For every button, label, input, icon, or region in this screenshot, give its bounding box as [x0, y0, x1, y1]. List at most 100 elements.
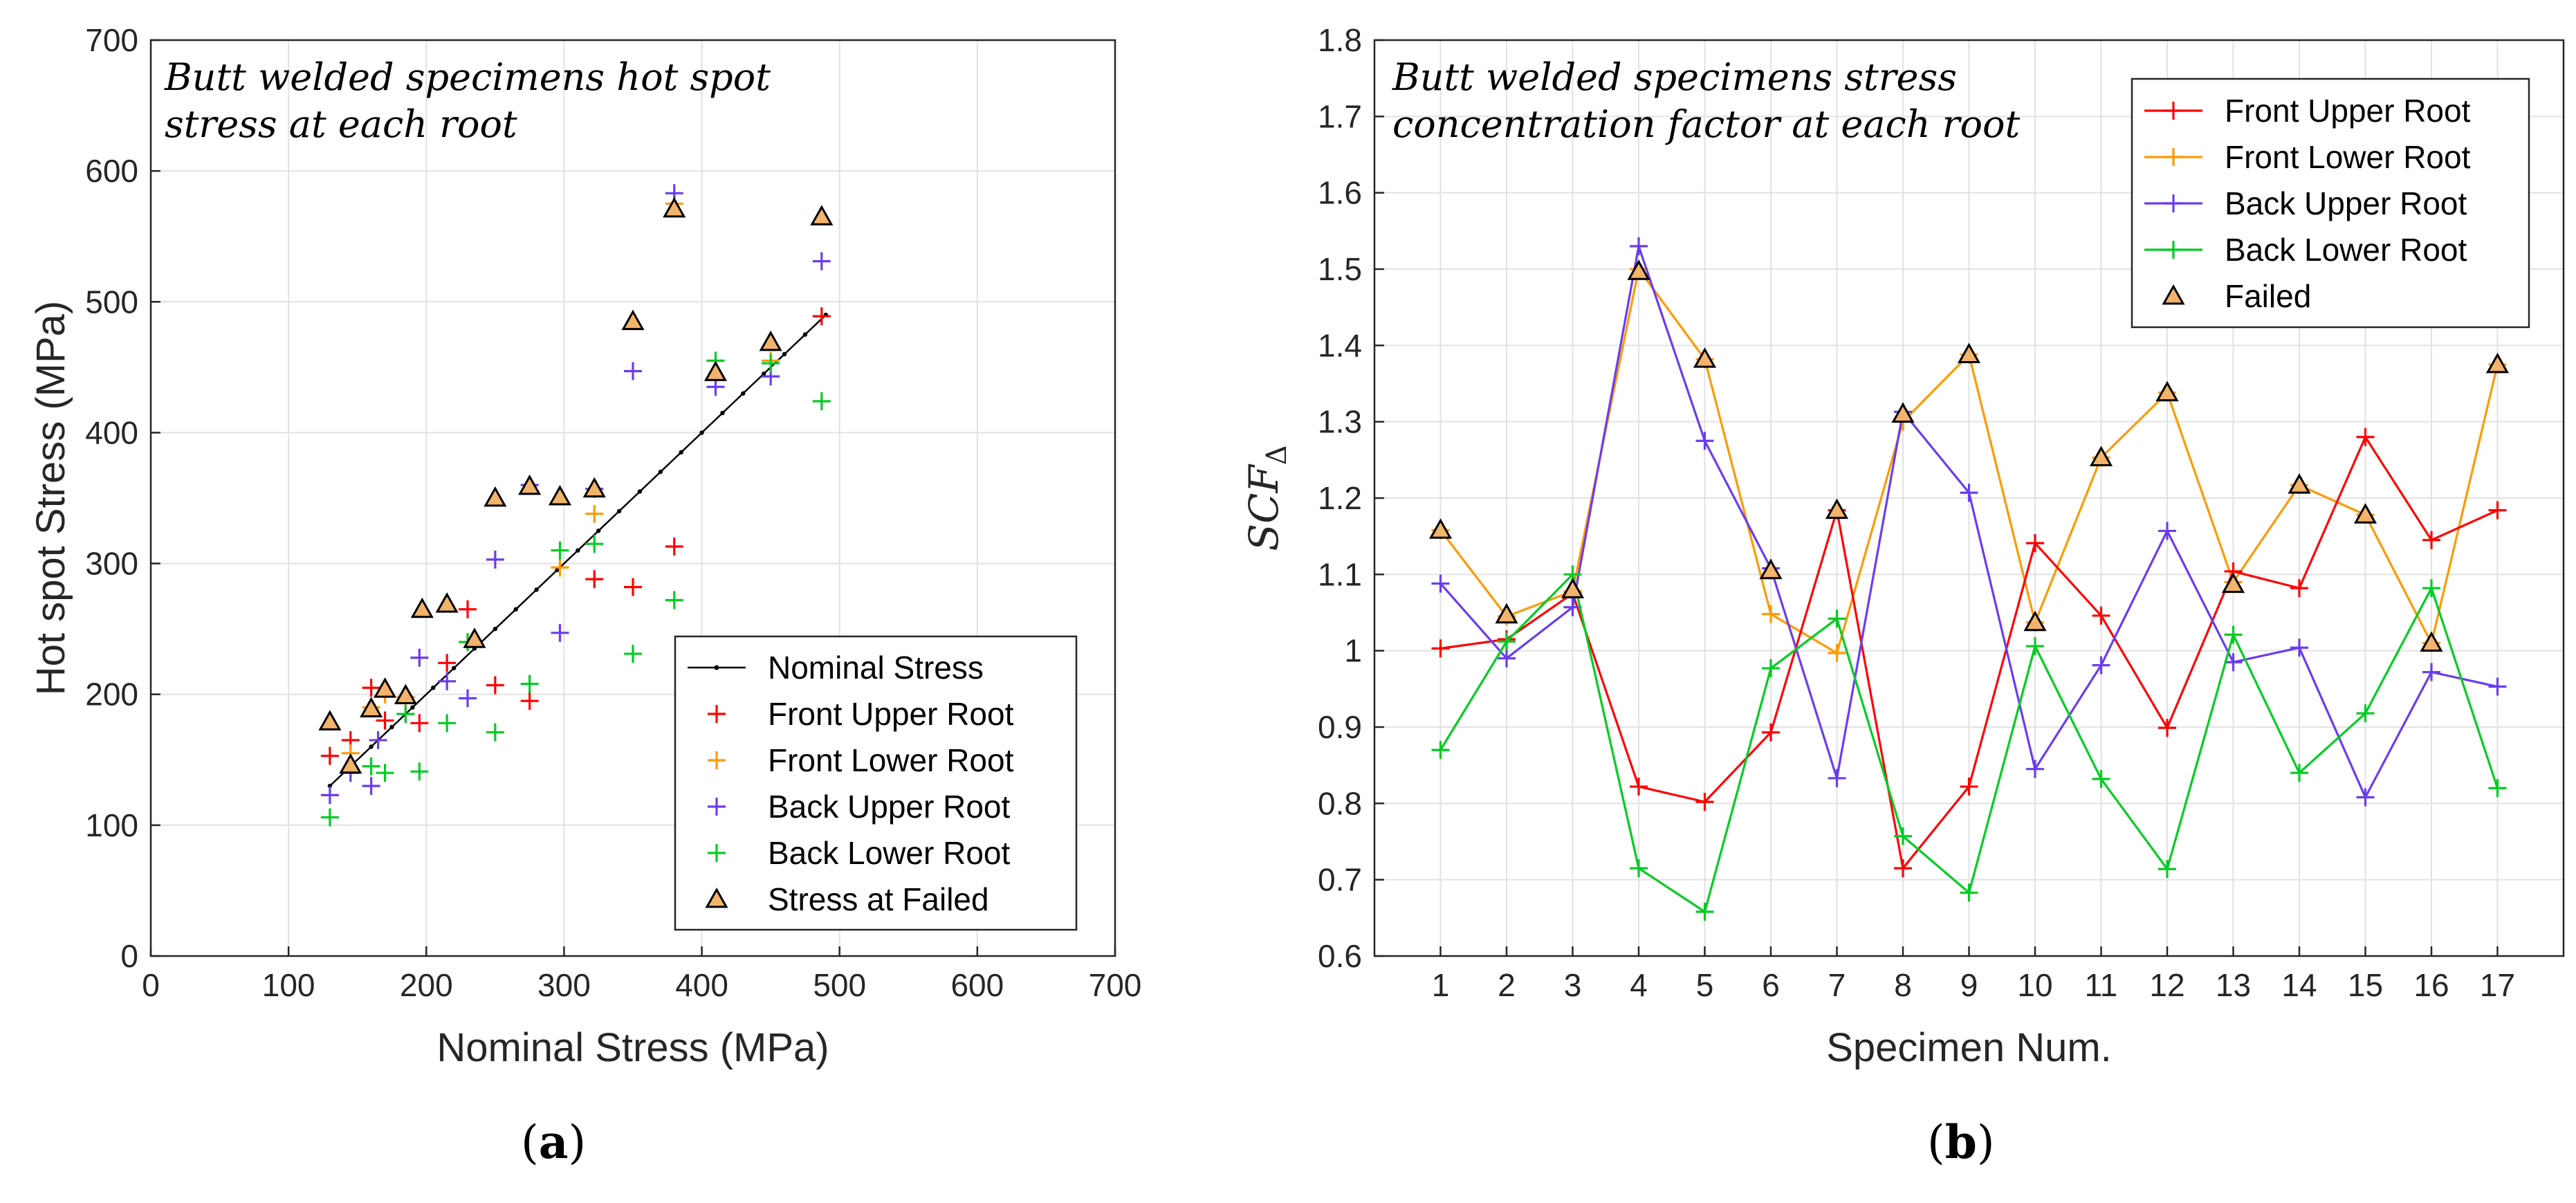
nominal-stress-point [369, 744, 374, 749]
legend-label-b: Back Upper Root [2225, 185, 2467, 221]
nominal-stress-point [431, 686, 436, 690]
y-tick-label: 1.6 [1318, 175, 1362, 211]
failed-marker [759, 330, 782, 351]
nominal-stress-point [451, 665, 457, 671]
back-upper-point [1498, 649, 1516, 668]
nominal-stress-point [782, 351, 787, 357]
back-upper-point [438, 672, 457, 690]
back-upper-point [2092, 656, 2110, 674]
y-axis-label: Hot spot Stress (MPa) [28, 301, 73, 695]
back-lower-point [320, 808, 339, 827]
back-lower-point [520, 674, 539, 693]
back-lower-point [1695, 903, 1714, 921]
back-upper-point [1960, 484, 1978, 502]
back-upper-point [1630, 237, 1648, 255]
front-upper-point [665, 537, 683, 555]
x-tick-label: 7 [1828, 967, 1846, 1003]
nominal-stress-point [389, 724, 394, 730]
failed-marker [463, 627, 486, 648]
back-upper-point [320, 786, 339, 805]
front-upper-point [812, 307, 831, 326]
nominal-stress-point [576, 548, 580, 553]
x-tick-label: 16 [2413, 967, 2449, 1003]
back-upper-point [2158, 522, 2176, 540]
failed-marker [1495, 603, 1518, 624]
y-tick-label: 300 [85, 546, 138, 582]
front-upper-point [2290, 579, 2308, 598]
back-upper-point [1563, 598, 1582, 616]
legend-label-a: Back Lower Root [768, 835, 1010, 871]
nominal-stress-point [720, 410, 725, 416]
legend-swatch-front-lower [2164, 148, 2182, 166]
y-tick-label: 1.5 [1318, 251, 1362, 287]
legend-swatch-front-lower [708, 751, 726, 769]
y-tick-label: 700 [85, 22, 138, 58]
front-upper-point [362, 679, 380, 697]
front-upper-point [1762, 723, 1780, 742]
back-lower-point [2290, 764, 2308, 782]
axes-frame-a [149, 39, 1116, 957]
x-tick-label: 200 [400, 967, 453, 1003]
front-upper-point [1960, 778, 1978, 796]
back-lower-point [2026, 637, 2044, 656]
legend-label-a: Front Lower Root [768, 742, 1014, 778]
x-tick-label: 5 [1696, 967, 1714, 1003]
front-upper-point [585, 570, 604, 589]
caption-b-open: ( [1927, 1116, 1945, 1169]
nominal-stress-point [741, 391, 746, 396]
back-lower-point [376, 764, 394, 782]
front-lower-point [585, 504, 604, 523]
y-tick-label: 500 [85, 284, 138, 320]
legend-swatch-nominal-dot [714, 665, 719, 670]
failed-marker [2420, 631, 2443, 652]
y-tick-label: 0.8 [1318, 785, 1362, 821]
back-lower-point [2092, 770, 2110, 789]
front-upper-point [1431, 639, 1450, 658]
caption-b-close: ) [1976, 1116, 1995, 1169]
legend-label-b: Front Lower Root [2225, 139, 2471, 175]
chart-title-line1: Butt welded specimens hot spot [164, 55, 771, 99]
nominal-stress-point [534, 587, 539, 592]
front-upper-point [2422, 531, 2440, 549]
y-tick-label: 1.3 [1318, 404, 1362, 440]
y-tick-label: 0 [120, 938, 138, 974]
failed-marker [1428, 518, 1453, 539]
nominal-stress-point [802, 332, 808, 337]
nominal-stress-point [679, 450, 683, 454]
x-tick-label: 13 [2216, 967, 2251, 1003]
back-lower-point [410, 762, 429, 781]
back-lower-point [2356, 704, 2375, 723]
front-upper-point [2026, 534, 2044, 553]
back-lower-point [1960, 883, 1978, 902]
back-upper-point [2356, 788, 2375, 807]
failed-marker [518, 474, 542, 495]
failed-marker [2288, 473, 2311, 494]
failed-marker [1561, 578, 1585, 598]
chart-b: 1 2 3 4 5 6 7 8 9 10 11 12 13 14 15 16 170.60.70.80.911.… [1240, 22, 2565, 1070]
failed-marker [1957, 342, 1981, 363]
y-axis-label-sub: Δ [1261, 445, 1293, 465]
y-tick-label: 600 [85, 153, 138, 189]
legend-swatch-failed [2162, 284, 2185, 305]
x-tick-label: 17 [2480, 967, 2515, 1003]
y-tick-label: 1.1 [1318, 556, 1362, 592]
front-lower-point [551, 558, 569, 577]
x-axis-label: Specimen Num. [1826, 1025, 2112, 1070]
front-upper-point [320, 746, 339, 765]
x-tick-label: 1 [1432, 967, 1450, 1003]
x-tick-label: 4 [1630, 967, 1648, 1003]
x-tick-label: 2 [1498, 967, 1516, 1003]
legend-swatch-failed [705, 887, 728, 908]
failed-marker [582, 477, 606, 498]
back-lower-point [624, 645, 642, 663]
x-axis-label: Nominal Stress (MPa) [436, 1025, 829, 1070]
failed-marker [621, 309, 645, 331]
legend-swatch-back-upper [708, 798, 726, 816]
back-lower-point [665, 591, 683, 609]
x-tick-label: 300 [537, 967, 591, 1003]
nominal-stress-point [555, 567, 560, 573]
x-tick-label: 0 [142, 967, 160, 1003]
back-lower-point [2422, 579, 2440, 598]
back-upper-point [551, 623, 569, 642]
legend-swatch-front-upper [708, 705, 726, 723]
